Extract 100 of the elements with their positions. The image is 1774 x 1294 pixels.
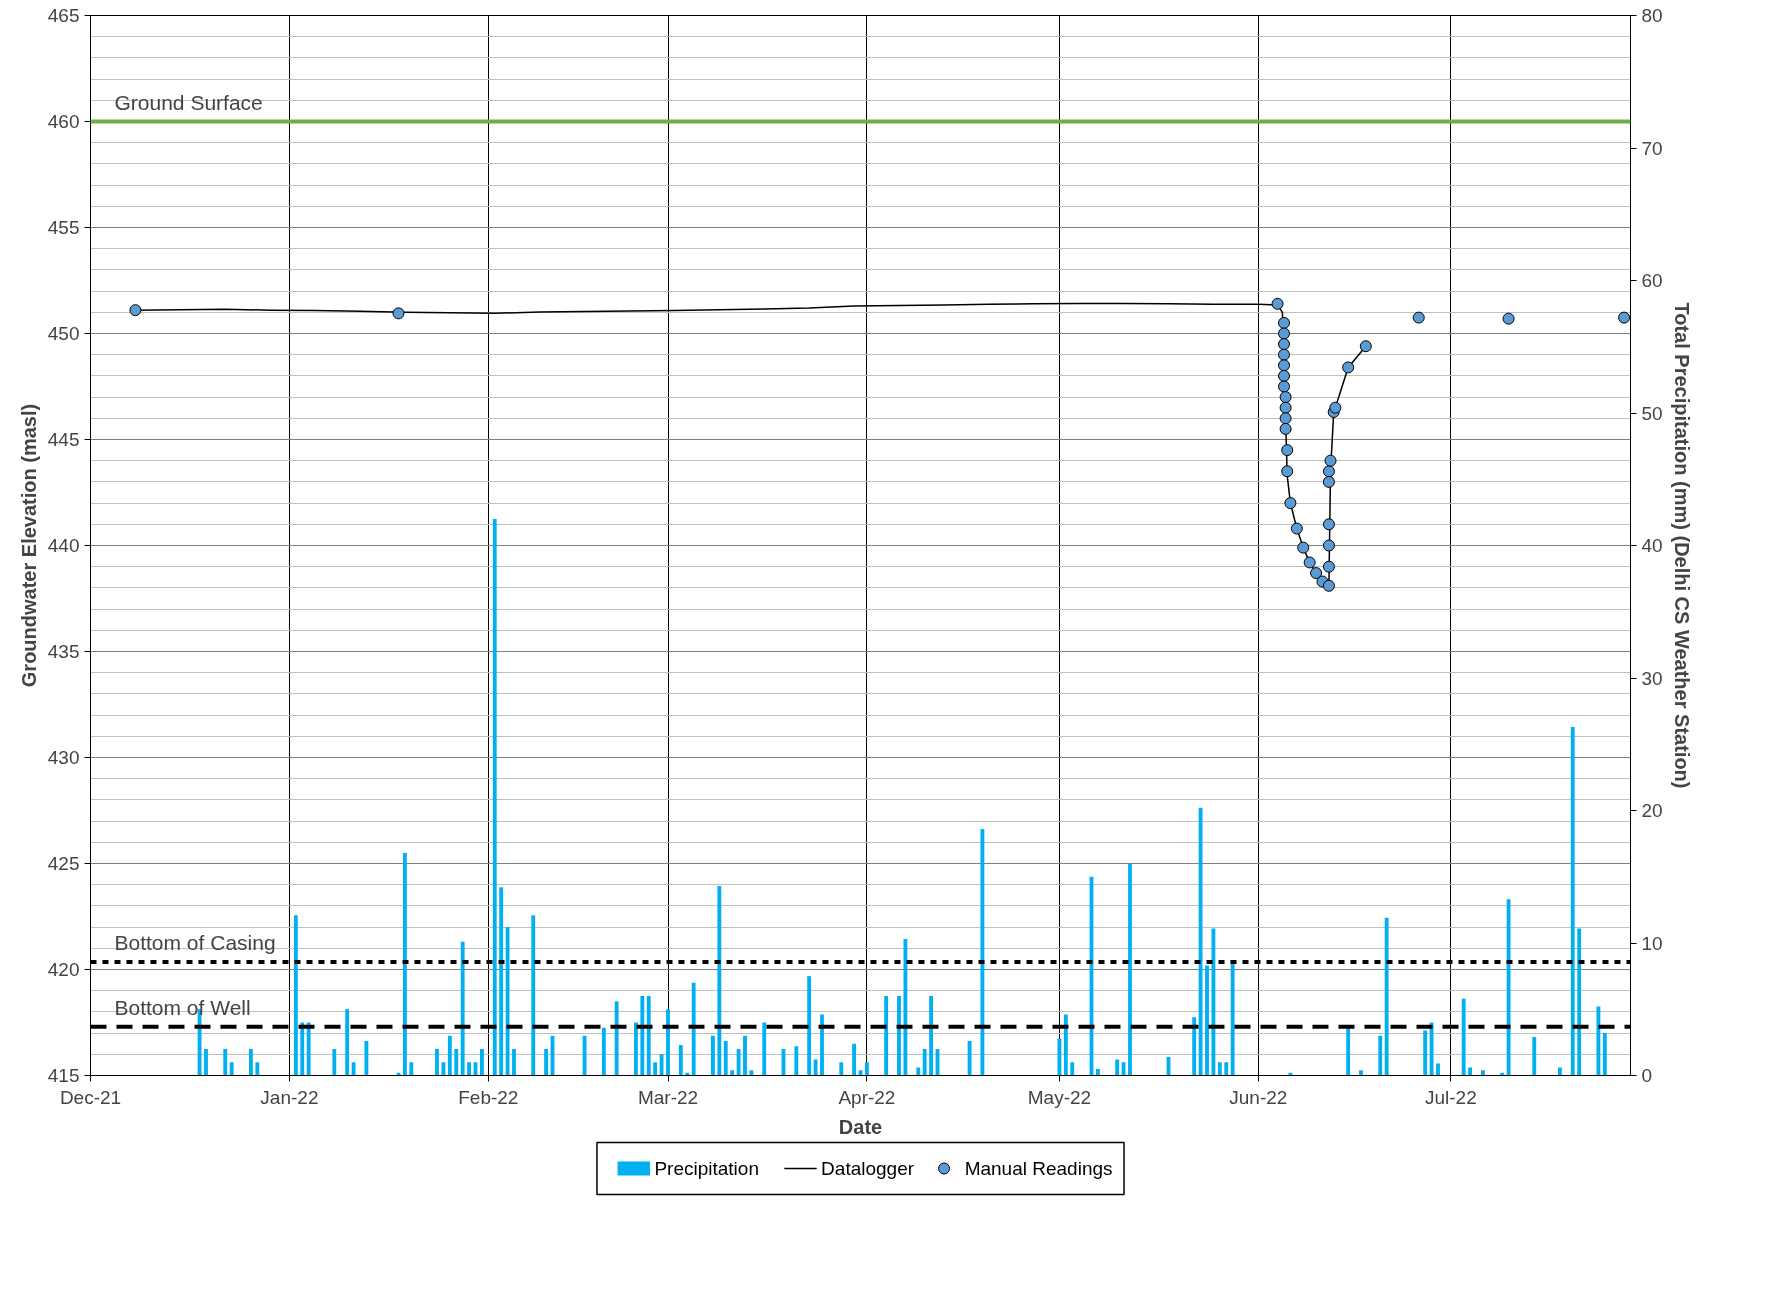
- point: [1618, 311, 1631, 324]
- bar: [1596, 1006, 1601, 1076]
- y-tick-label: 450: [47, 323, 80, 344]
- ref-line-label: Bottom of Well: [114, 995, 251, 1019]
- bar: [293, 915, 298, 1076]
- point: [1297, 541, 1310, 554]
- x-tick-label: Jan-22: [260, 1086, 319, 1108]
- bar: [447, 1035, 452, 1076]
- bar: [1070, 1062, 1075, 1076]
- bar: [736, 1049, 741, 1076]
- bar: [743, 1035, 747, 1076]
- point: [1322, 475, 1335, 488]
- bar: [402, 852, 407, 1076]
- bar: [916, 1067, 921, 1076]
- bar: [1570, 727, 1575, 1076]
- x-tick-label: Feb-22: [458, 1086, 519, 1108]
- x-tick-label: Apr-22: [838, 1086, 896, 1108]
- point: [1322, 465, 1335, 478]
- point: [392, 307, 405, 320]
- bar: [1480, 1070, 1485, 1076]
- point: [1279, 401, 1292, 414]
- bar: [1436, 1063, 1440, 1076]
- bar: [409, 1062, 414, 1076]
- bar: [223, 1049, 228, 1076]
- point: [1322, 560, 1335, 573]
- y2-tick-label: 20: [1641, 800, 1663, 821]
- bar: [884, 996, 889, 1076]
- bar: [678, 1045, 683, 1076]
- bar: [1115, 1059, 1120, 1076]
- bar: [1211, 928, 1216, 1076]
- bar: [467, 1062, 472, 1076]
- y2-tick-label: 10: [1641, 932, 1663, 954]
- bar: [659, 1054, 664, 1076]
- bar: [980, 829, 985, 1076]
- bar: [499, 887, 504, 1076]
- bar: [1063, 1014, 1068, 1076]
- bar: [794, 1046, 799, 1076]
- bar: [730, 1070, 735, 1076]
- point: [1412, 311, 1425, 324]
- bar: [1602, 1033, 1607, 1076]
- bar: [1095, 1068, 1100, 1076]
- bar: [929, 996, 934, 1076]
- bar: [505, 927, 510, 1076]
- y2-tick-label: 40: [1641, 535, 1663, 556]
- bar: [248, 1049, 253, 1076]
- point: [1271, 297, 1284, 310]
- point: [1303, 556, 1316, 569]
- y-tick-label: 430: [47, 747, 80, 768]
- bar: [1384, 917, 1389, 1076]
- point: [129, 304, 142, 317]
- bar: [813, 1059, 818, 1076]
- bar: [653, 1062, 658, 1076]
- point: [1278, 380, 1290, 393]
- bar: [691, 982, 696, 1076]
- bar: [1128, 863, 1132, 1076]
- bar: [1429, 1022, 1434, 1076]
- point: [1310, 567, 1323, 580]
- y-tick-label: 440: [47, 535, 80, 556]
- x-tick-label: Jul-22: [1424, 1086, 1477, 1108]
- bar: [601, 1027, 606, 1076]
- y2-tick-label: 60: [1641, 270, 1663, 291]
- bar: [1461, 998, 1466, 1076]
- bar: [967, 1041, 972, 1076]
- bar: [1577, 928, 1582, 1076]
- legend-label: Manual Readings: [964, 1158, 1113, 1179]
- point: [1329, 401, 1342, 414]
- point: [1281, 444, 1294, 457]
- bar: [762, 1022, 767, 1076]
- y2-tick-label: 0: [1641, 1065, 1653, 1086]
- bar: [460, 941, 465, 1076]
- x-tick-label: Mar-22: [637, 1086, 699, 1108]
- bar: [512, 1049, 516, 1076]
- bar: [723, 1041, 728, 1076]
- bar: [454, 1049, 459, 1076]
- y-tick-label: 420: [47, 959, 80, 980]
- point: [1278, 359, 1290, 372]
- bar: [710, 1035, 715, 1076]
- point: [1278, 369, 1290, 382]
- bar: [807, 976, 812, 1076]
- point: [1278, 316, 1290, 329]
- bar: [1224, 1062, 1229, 1076]
- x-tick-label: Dec-21: [59, 1086, 122, 1108]
- point: [1279, 412, 1292, 425]
- bar: [1057, 1038, 1062, 1076]
- bar: [1198, 807, 1203, 1076]
- bar: [852, 1043, 857, 1076]
- y2-tick-label: 30: [1641, 667, 1663, 689]
- x-tick-label: Jun-22: [1229, 1086, 1288, 1108]
- point: [1502, 312, 1515, 325]
- bar: [614, 1001, 619, 1076]
- point: [1279, 391, 1292, 404]
- bar: [640, 996, 645, 1076]
- bar: [749, 1070, 754, 1076]
- y-tick-label: 455: [47, 217, 80, 238]
- bar: [1192, 1017, 1197, 1076]
- bar: [1532, 1037, 1537, 1076]
- bar: [229, 1062, 234, 1076]
- point: [1324, 454, 1337, 467]
- bar: [435, 1049, 439, 1076]
- point: [1290, 522, 1303, 535]
